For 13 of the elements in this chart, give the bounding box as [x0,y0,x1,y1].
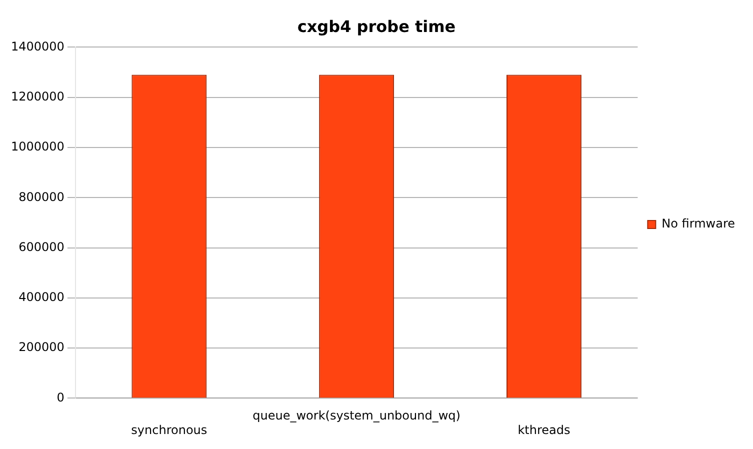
y-tick-label: 600000 [18,240,64,254]
y-tick-label: 1000000 [10,140,64,154]
y-tick-label: 0 [56,390,64,404]
x-tick-label: queue_work(system_unbound_wq) [252,408,460,423]
x-tick-label: kthreads [518,422,570,437]
y-tick-label: 200000 [18,340,64,354]
y-tick-label: 1200000 [10,89,64,104]
y-tick-label: 400000 [18,290,64,304]
legend-label: No firmware [662,216,736,231]
y-tick-label: 800000 [18,190,64,204]
y-tick-label: 1400000 [10,39,64,54]
chart-title: cxgb4 probe time [297,16,456,36]
x-tick-label: synchronous [131,422,208,437]
